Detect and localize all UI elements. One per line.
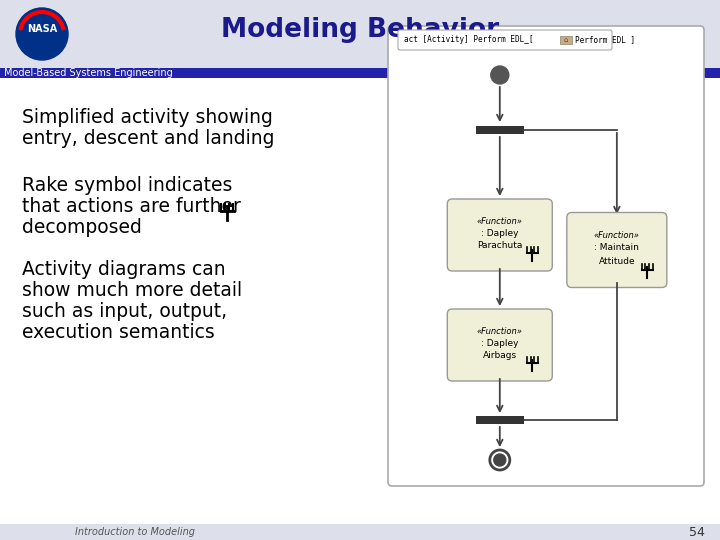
Text: Rake symbol indicates: Rake symbol indicates (22, 176, 233, 195)
Text: decomposed: decomposed (22, 218, 142, 237)
FancyBboxPatch shape (398, 30, 612, 50)
FancyBboxPatch shape (388, 26, 704, 486)
Circle shape (494, 454, 505, 466)
Text: «Function»: «Function» (477, 217, 523, 226)
Text: Activity diagrams can: Activity diagrams can (22, 260, 225, 279)
Text: that actions are further: that actions are further (22, 197, 241, 216)
Text: execution semantics: execution semantics (22, 323, 215, 342)
Bar (0, 0, 720, 68)
Text: such as input, output,: such as input, output, (22, 302, 227, 321)
Text: NASA: NASA (27, 24, 57, 34)
Bar (0, 78, 720, 524)
Text: Model-Based Systems Engineering: Model-Based Systems Engineering (4, 68, 173, 78)
Text: Simplified activity showing: Simplified activity showing (22, 108, 273, 127)
FancyBboxPatch shape (567, 213, 667, 287)
Text: ⌂: ⌂ (564, 37, 568, 43)
Bar (476, 416, 523, 424)
Text: show much more detail: show much more detail (22, 281, 242, 300)
Circle shape (16, 8, 68, 60)
Text: : Dapley: : Dapley (481, 339, 518, 348)
FancyBboxPatch shape (447, 309, 552, 381)
Text: : Dapley: : Dapley (481, 228, 518, 238)
Bar (476, 126, 523, 134)
Text: Attitude: Attitude (598, 256, 635, 266)
Text: 54: 54 (689, 525, 705, 538)
Text: entry, descent and landing: entry, descent and landing (22, 129, 274, 148)
Text: Airbags: Airbags (482, 352, 517, 361)
Bar (0, 68, 720, 78)
Bar (560, 36, 572, 44)
Text: Modeling Behavior: Modeling Behavior (221, 17, 499, 43)
Text: Perform EDL ]: Perform EDL ] (575, 36, 635, 44)
FancyBboxPatch shape (447, 199, 552, 271)
Text: Parachuta: Parachuta (477, 241, 523, 251)
Circle shape (490, 450, 510, 470)
Text: : Maintain: : Maintain (595, 244, 639, 253)
Text: Introduction to Modeling: Introduction to Modeling (75, 527, 195, 537)
Text: «Function»: «Function» (477, 327, 523, 335)
Text: act [Activity] Perform EDL_[: act [Activity] Perform EDL_[ (404, 36, 534, 44)
Circle shape (491, 66, 509, 84)
Text: «Function»: «Function» (594, 232, 640, 240)
